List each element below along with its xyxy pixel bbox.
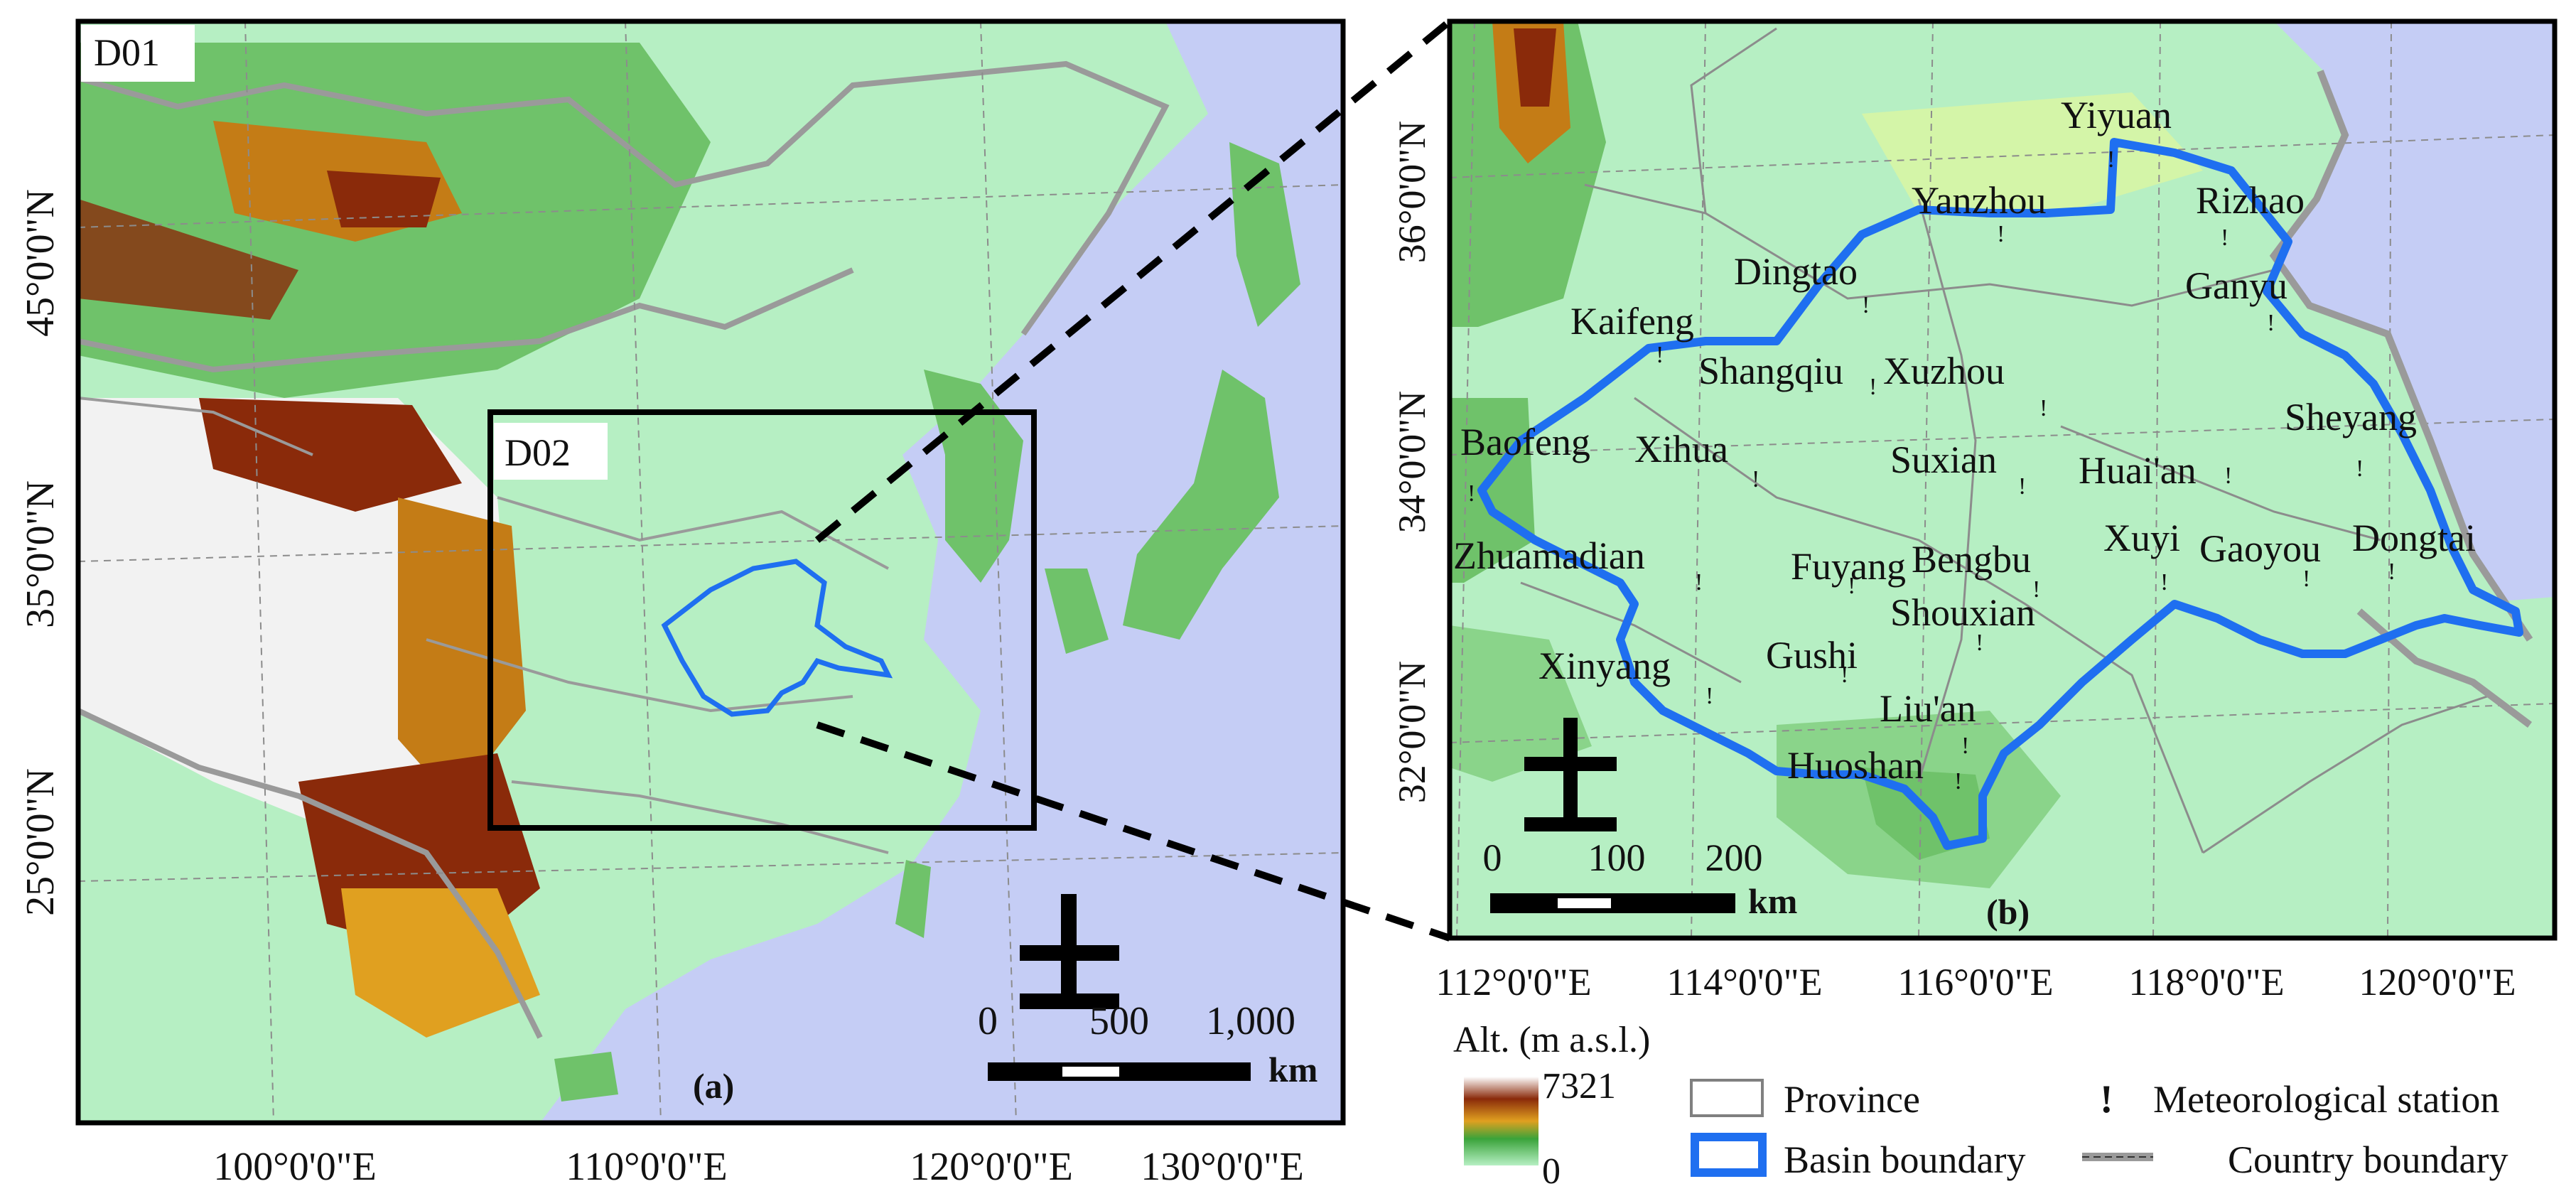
lat-label-45n: 45°0'0"N <box>18 189 63 337</box>
station-label-bengbu: Bengbu <box>1912 538 2031 581</box>
legend-country: Country boundary <box>2228 1138 2508 1181</box>
legend: Alt. (m a.s.l.) 7321 0 Province Basin bo… <box>1453 1020 2508 1192</box>
station-label-liuan: Liu'an <box>1880 687 1976 730</box>
legend-station: Meteorological station <box>2153 1078 2499 1121</box>
station-marker-icon: ! <box>2160 569 2168 596</box>
north-arrow-icon-b <box>1524 718 1617 831</box>
legend-basin: Basin boundary <box>1784 1138 2025 1181</box>
station-marker-icon: ! <box>2107 146 2115 173</box>
d02-label: D02 <box>505 431 571 474</box>
lon-label-130e: 130°0'0"E <box>1141 1145 1304 1189</box>
north-arrow-icon <box>1020 894 1119 1009</box>
basin-swatch <box>1691 1133 1767 1177</box>
province-swatch <box>1690 1079 1764 1117</box>
station-label-dongtai: Dongtai <box>2352 517 2476 559</box>
station-label-suxian: Suxian <box>1890 438 1997 481</box>
station-label-dingtao: Dingtao <box>1734 250 1858 293</box>
station-marker-icon: ! <box>2018 473 2026 500</box>
station-label-sheyang: Sheyang <box>2285 396 2417 438</box>
station-label-xuyi: Xuyi <box>2103 517 2180 559</box>
legend-province: Province <box>1784 1078 1920 1121</box>
lon-label-100e: 100°0'0"E <box>213 1145 377 1189</box>
station-label-zhuamadian: Zhuamadian <box>1453 534 1645 577</box>
station-marker-icon: ! <box>2224 463 2232 489</box>
station-label-shouxian: Shouxian <box>1890 591 2035 634</box>
lon-label-112e: 112°0'0"E <box>1435 961 1591 1003</box>
lat-label-25n: 25°0'0"N <box>18 768 63 916</box>
scale-b-unit: km <box>1748 881 1797 921</box>
station-marker-icon: ! <box>2388 559 2396 585</box>
station-marker-icon: ! <box>1705 683 1713 709</box>
station-marker-icon: ! <box>2267 310 2275 336</box>
panel-b-label: (b) <box>1986 892 2030 932</box>
scale-a-unit: km <box>1268 1050 1317 1089</box>
lat-label-36n: 36°0'0"N <box>1391 121 1433 263</box>
station-marker-icon: ! <box>2356 456 2364 482</box>
station-label-xinyang: Xinyang <box>1538 645 1671 687</box>
station-labels: Yiyuan!Yanzhou!Rizhao!Dingtao! Ganyu!Kaif… <box>1453 94 2476 795</box>
lat-label-34n: 34°0'0"N <box>1391 391 1433 533</box>
lon-label-114e: 114°0'0"E <box>1666 961 1822 1003</box>
zoom-connector-bottom <box>816 721 1451 942</box>
station-label-gaoyou: Gaoyou <box>2199 527 2321 570</box>
station-symbol-icon: ! <box>2100 1077 2113 1121</box>
station-label-yiyuan: Yiyuan <box>2061 94 2172 136</box>
panel-a-frame <box>75 18 1346 1126</box>
station-marker-icon: ! <box>1656 342 1664 368</box>
station-marker-icon: ! <box>1752 466 1759 492</box>
scale-bar-a <box>988 1062 1251 1081</box>
lon-label-110e: 110°0'0"E <box>566 1145 727 1189</box>
station-label-baofeng: Baofeng <box>1460 421 1590 463</box>
station-label-xihua: Xihua <box>1634 428 1728 470</box>
station-label-huoshan: Huoshan <box>1787 744 1924 787</box>
station-label-huaian: Huai'an <box>2079 449 2197 492</box>
panel-b-frame <box>1447 18 2558 941</box>
altitude-colorbar <box>1464 1077 1538 1165</box>
station-marker-icon: ! <box>2032 576 2040 603</box>
scale-a-tick-0: 0 <box>978 999 998 1043</box>
station-marker-icon: ! <box>1862 292 1870 318</box>
station-marker-icon: ! <box>1997 221 2005 247</box>
station-marker-icon: ! <box>2039 395 2047 421</box>
station-label-ganyu: Ganyu <box>2185 264 2287 307</box>
scale-b-tick-100: 100 <box>1588 836 1646 879</box>
station-marker-icon: ! <box>1961 733 1969 759</box>
station-marker-icon: ! <box>1841 662 1848 688</box>
scale-a-tick-1000: 1,000 <box>1206 999 1295 1043</box>
d01-label: D01 <box>94 31 160 74</box>
legend-alt-title: Alt. (m a.s.l.) <box>1453 1020 1650 1060</box>
lon-label-120e-b: 120°0'0"E <box>2359 961 2516 1003</box>
station-label-rizhao: Rizhao <box>2196 179 2305 222</box>
station-marker-icon: ! <box>1695 569 1703 596</box>
scale-bar-b <box>1490 893 1735 913</box>
station-label-xuzhou: Xuzhou <box>1883 350 2005 392</box>
station-marker-icon: ! <box>1467 480 1475 507</box>
station-label-gushi: Gushi <box>1766 634 1858 677</box>
lon-label-116e: 116°0'0"E <box>1897 961 2053 1003</box>
legend-alt-min: 0 <box>1542 1151 1561 1192</box>
station-label-kaifeng: Kaifeng <box>1570 300 1694 343</box>
lon-label-118e: 118°0'0"E <box>2128 961 2284 1003</box>
station-label-fuyang: Fuyang <box>1791 545 1906 588</box>
legend-alt-max: 7321 <box>1542 1066 1616 1106</box>
scale-b-tick-0: 0 <box>1483 836 1502 879</box>
lat-label-35n: 35°0'0"N <box>18 480 63 628</box>
scale-b-tick-200: 200 <box>1705 836 1763 879</box>
panel-a-label: (a) <box>693 1066 734 1106</box>
station-marker-icon: ! <box>1848 573 1855 599</box>
scale-a-tick-500: 500 <box>1089 999 1149 1043</box>
station-marker-icon: ! <box>1954 768 1962 795</box>
d02-label-bg <box>494 423 608 480</box>
station-marker-icon: ! <box>2302 566 2310 592</box>
lon-label-120e: 120°0'0"E <box>910 1145 1073 1189</box>
station-label-shangqiu: Shangqiu <box>1698 350 1843 392</box>
station-marker-icon: ! <box>2221 225 2229 251</box>
lat-label-32n: 32°0'0"N <box>1391 661 1433 803</box>
panel-b-map <box>1450 21 2555 938</box>
d01-label-bg <box>81 25 195 82</box>
station-marker-icon: ! <box>1869 374 1877 400</box>
station-label-yanzhou: Yanzhou <box>1912 179 2047 222</box>
panel-a-map <box>78 21 1343 1123</box>
station-marker-icon: ! <box>1976 630 1983 656</box>
